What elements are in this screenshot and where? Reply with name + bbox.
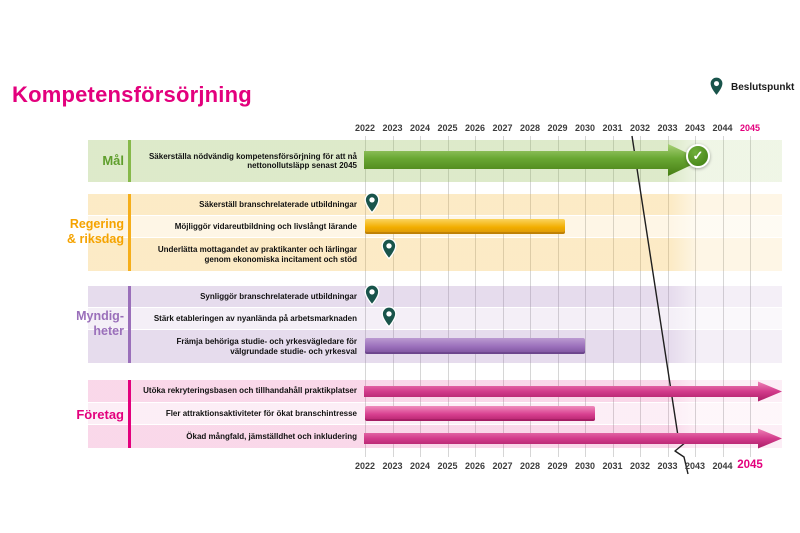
legend-label: Beslutspunkt xyxy=(731,82,795,93)
bar-framja-vagledare xyxy=(365,338,585,354)
row-agencies-1: Synliggör branschrelaterade utbildningar xyxy=(88,286,782,307)
year-label-bottom-2027: 2027 xyxy=(492,461,513,471)
year-label-top-2031: 2031 xyxy=(602,123,623,133)
arrow-utoka-rekryteringsbasen xyxy=(364,381,782,402)
year-label-top-2029: 2029 xyxy=(547,123,568,133)
year-label-bottom-2025: 2025 xyxy=(437,461,458,471)
year-label-top-2022: 2022 xyxy=(354,123,376,133)
gridline-2022 xyxy=(365,136,366,457)
year-label-bottom-2030: 2030 xyxy=(574,461,596,471)
year-label-bottom-2023: 2023 xyxy=(382,461,403,471)
year-label-bottom-2022: 2022 xyxy=(354,461,376,471)
row-text-companies-3: Ökad mångfald, jämställdhet och inkluder… xyxy=(186,431,357,441)
gridline-2023 xyxy=(392,136,394,457)
gridline-2030 xyxy=(585,136,586,457)
gridline-2045 xyxy=(750,136,751,457)
year-label-bottom-2028: 2028 xyxy=(519,461,541,471)
row-text-agencies-3: Främja behöriga studie- och yrkesvägleda… xyxy=(176,337,357,356)
row-text-goal: Säkerställa nödvändig kompetensförsörjni… xyxy=(148,151,357,170)
row-text-government-3: Underlätta mottagandet av praktikanter o… xyxy=(157,245,357,264)
pin-stark-etableringen-icon xyxy=(381,306,397,328)
arrow-okad-mangfald xyxy=(364,428,782,449)
year-label-top-2032: 2032 xyxy=(629,123,651,133)
row-text-agencies-2: Stärk etableringen av nyanlända på arbet… xyxy=(153,313,357,323)
year-label-top-2026: 2026 xyxy=(464,123,486,133)
group-label-regering: Regering & riksdag xyxy=(67,217,124,246)
group-line-foretag xyxy=(128,380,131,448)
year-label-top-2027: 2027 xyxy=(492,123,513,133)
row-text-agencies-1: Synliggör branschrelaterade utbildningar xyxy=(200,291,357,301)
pin-sakerstall-utbildningar-icon xyxy=(364,192,380,214)
pin-synliggor-utbildningar-icon xyxy=(364,284,380,306)
row-text-government-2: Möjliggör vidareutbildning och livslångt… xyxy=(174,221,357,231)
group-label-mal: Mål xyxy=(102,153,124,168)
year-label-top-2024: 2024 xyxy=(409,123,431,133)
gridline-2025 xyxy=(447,136,449,457)
row-agencies-2: Stärk etableringen av nyanlända på arbet… xyxy=(88,308,782,329)
row-text-government-1: Säkerställ branschrelaterade utbildninga… xyxy=(199,199,357,209)
beslutspunkt-legend-pin-icon xyxy=(709,76,724,97)
year-label-top-2044: 2044 xyxy=(712,123,733,133)
gridline-2027 xyxy=(502,136,504,457)
group-label-foretag: Företag xyxy=(76,407,124,422)
bar-mojliggor-vidareutbildning xyxy=(365,219,565,234)
gridline-2044 xyxy=(722,136,724,457)
pin-underlatta-mottagandet-icon xyxy=(381,238,397,260)
year-label-bottom-2045: 2045 xyxy=(737,459,763,471)
year-label-top-2033: 2033 xyxy=(657,123,678,133)
group-line-mal xyxy=(128,140,131,182)
gridline-2043 xyxy=(695,136,696,457)
year-label-top-2023: 2023 xyxy=(382,123,403,133)
group-label-myndigheter: Myndig-heter xyxy=(76,309,124,338)
year-label-bottom-2043: 2043 xyxy=(684,461,706,471)
gridline-2029 xyxy=(557,136,559,457)
row-government-3: Underlätta mottagandet av praktikanter o… xyxy=(88,238,782,271)
gridline-2031 xyxy=(612,136,614,457)
year-label-top-2025: 2025 xyxy=(437,123,458,133)
year-label-bottom-2031: 2031 xyxy=(602,461,623,471)
group-line-myndigheter xyxy=(128,286,131,363)
year-label-bottom-2029: 2029 xyxy=(547,461,568,471)
gridline-2028 xyxy=(530,136,531,457)
row-government-1: Säkerställ branschrelaterade utbildninga… xyxy=(88,194,782,215)
year-label-top-2043: 2043 xyxy=(684,123,706,133)
year-label-bottom-2044: 2044 xyxy=(712,461,733,471)
year-label-bottom-2024: 2024 xyxy=(409,461,431,471)
year-label-top-2030: 2030 xyxy=(574,123,596,133)
page-title: Kompetensförsörjning xyxy=(12,82,252,107)
year-label-top-2045: 2045 xyxy=(739,123,761,133)
gridline-2024 xyxy=(420,136,421,457)
group-line-regering xyxy=(128,194,131,271)
bar-fler-attraktionsaktiviteter xyxy=(365,406,595,421)
arrow-mal-2022-2045 xyxy=(364,144,702,176)
gridline-2026 xyxy=(475,136,476,457)
year-label-top-2028: 2028 xyxy=(519,123,541,133)
row-text-companies-2: Fler attraktionsaktiviteter för ökat bra… xyxy=(165,408,357,418)
goal-check-icon: ✓ xyxy=(686,144,710,168)
row-text-companies-1: Utöka rekryteringsbasen och tillhandahål… xyxy=(143,386,357,396)
year-label-bottom-2026: 2026 xyxy=(464,461,486,471)
